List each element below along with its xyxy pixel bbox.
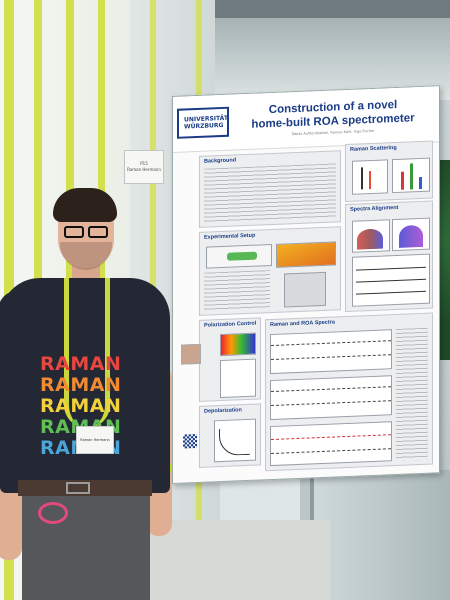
section-text [204,163,336,223]
shirt-text-line: RAMAN [40,395,122,417]
shirt-text-line: RAMAN [40,353,122,375]
university-logo: UNIVERSITÄT WÜRZBURG [177,106,229,139]
section-raman-roa-spectra: Raman and ROA Spectra [265,312,433,472]
section-title: Experimental Setup [204,232,256,241]
hair [53,188,117,222]
section-raman-scattering: Raman Scattering [345,140,433,203]
energy-diagram [352,159,388,195]
qr-code [183,433,197,449]
depolarization-plot [214,418,256,463]
molecule-structures [396,327,428,462]
poster: UNIVERSITÄT WÜRZBURG Construction of a n… [172,85,440,484]
sign-line: P15 [140,161,148,166]
section-spectra-alignment: Spectra Alignment [345,200,433,313]
beard [60,242,112,270]
logo-line: WÜRZBURG [184,121,224,131]
spectrometer-photo [276,241,336,268]
section-experimental-setup: Experimental Setup [199,226,341,316]
name-badge: Raman Hermann [76,426,114,454]
section-title: Depolarization [204,407,242,415]
alignment-plot [392,217,430,252]
alignment-plot [352,219,390,253]
section-title: Raman and ROA Spectra [270,319,335,329]
poster-number-sign: P15 Raman Hermann [124,150,164,184]
section-background: Background [199,150,341,228]
glasses [62,226,112,240]
lanyard [64,278,110,428]
section-title: Polarization Control [204,320,257,329]
ceiling-beam [215,0,450,18]
section-title: Background [204,157,237,165]
polarization-plot [220,358,256,399]
sign-line: Raman Hermann [127,167,161,172]
belt-buckle [66,482,90,494]
section-title: Raman Scattering [350,144,397,153]
section-depolarization: Depolarization [199,403,261,468]
raman-peaks [392,157,430,194]
carabiner [38,502,68,524]
belt [18,480,152,496]
setup-labels [204,270,270,311]
spectrum-plot [270,375,392,421]
spectrum-plot [270,329,392,375]
ccd-photo [284,271,326,308]
shirt-text-line: RAMAN [40,374,122,396]
section-title: Spectra Alignment [350,204,399,213]
glass-partition [310,470,450,600]
section-polarization-control: Polarization Control [199,317,261,402]
presenter: RAMAN RAMAN RAMAN RAMAN RAMAN Raman Herm… [0,180,180,600]
author-photo [181,343,201,365]
spectrum-plot [270,421,392,467]
optical-path [206,243,272,269]
polarization-map [220,332,256,357]
alignment-spectrum [352,253,430,307]
